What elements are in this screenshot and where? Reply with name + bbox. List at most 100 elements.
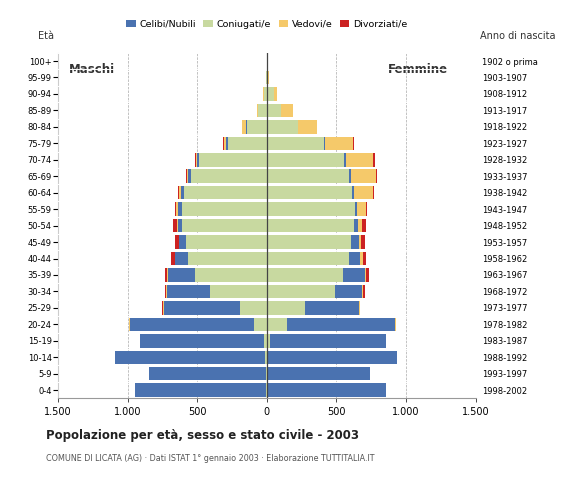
Bar bbox=[267, 252, 360, 265]
Bar bbox=[178, 186, 267, 199]
Bar bbox=[171, 252, 267, 265]
Bar bbox=[267, 104, 281, 117]
Text: Età: Età bbox=[38, 31, 54, 41]
Bar bbox=[173, 219, 267, 232]
Bar bbox=[135, 384, 267, 397]
Bar bbox=[210, 285, 267, 298]
Bar bbox=[176, 252, 267, 265]
Bar bbox=[267, 137, 354, 150]
Bar bbox=[267, 203, 357, 216]
Bar bbox=[267, 285, 365, 298]
Bar bbox=[267, 137, 353, 150]
Bar bbox=[267, 285, 335, 298]
Bar bbox=[129, 318, 267, 331]
Bar bbox=[267, 137, 325, 150]
Bar bbox=[267, 186, 374, 199]
Bar bbox=[267, 219, 358, 232]
Bar bbox=[263, 87, 267, 101]
Bar bbox=[267, 384, 386, 397]
Bar bbox=[130, 318, 267, 331]
Bar bbox=[264, 87, 267, 101]
Bar bbox=[195, 153, 267, 167]
Bar bbox=[195, 268, 267, 282]
Bar bbox=[115, 350, 267, 364]
Bar bbox=[267, 153, 346, 167]
Bar bbox=[115, 350, 267, 364]
Bar bbox=[267, 153, 345, 167]
Bar bbox=[267, 203, 367, 216]
Bar bbox=[115, 350, 267, 364]
Bar bbox=[267, 203, 355, 216]
Bar bbox=[267, 87, 277, 101]
Bar bbox=[267, 268, 366, 282]
Bar bbox=[267, 367, 268, 381]
Bar bbox=[266, 71, 267, 84]
Bar bbox=[258, 104, 267, 117]
Bar bbox=[242, 120, 267, 133]
Bar bbox=[266, 350, 267, 364]
Bar bbox=[167, 268, 267, 282]
Bar bbox=[175, 252, 267, 265]
Bar bbox=[267, 153, 374, 167]
Bar bbox=[224, 137, 267, 150]
Bar bbox=[186, 169, 267, 183]
Bar bbox=[267, 71, 268, 84]
Bar bbox=[179, 235, 267, 249]
Bar bbox=[184, 186, 267, 199]
Bar bbox=[247, 120, 267, 133]
Bar bbox=[267, 71, 268, 84]
Bar bbox=[179, 186, 267, 199]
Bar bbox=[177, 219, 267, 232]
Bar bbox=[177, 203, 267, 216]
Text: Anno di nascita: Anno di nascita bbox=[480, 31, 555, 41]
Bar bbox=[267, 235, 364, 249]
Bar bbox=[267, 318, 396, 331]
Bar bbox=[188, 169, 267, 183]
Bar bbox=[267, 367, 369, 381]
Bar bbox=[187, 169, 267, 183]
Bar bbox=[258, 104, 267, 117]
Bar bbox=[267, 252, 363, 265]
Bar bbox=[257, 104, 267, 117]
Bar bbox=[267, 268, 369, 282]
Bar bbox=[135, 384, 267, 397]
Bar bbox=[267, 268, 365, 282]
Bar bbox=[199, 153, 267, 167]
Bar bbox=[242, 120, 267, 133]
Bar bbox=[240, 301, 267, 314]
Bar bbox=[267, 169, 376, 183]
Bar bbox=[129, 318, 267, 331]
Bar bbox=[267, 104, 281, 117]
Bar bbox=[267, 301, 360, 314]
Bar bbox=[167, 285, 267, 298]
Bar bbox=[267, 318, 287, 331]
Bar bbox=[267, 384, 386, 397]
Bar bbox=[164, 301, 267, 314]
Bar bbox=[267, 334, 270, 348]
Bar bbox=[267, 235, 361, 249]
Bar bbox=[264, 334, 267, 348]
Bar bbox=[267, 169, 349, 183]
Bar bbox=[264, 87, 267, 101]
Bar bbox=[149, 367, 267, 381]
Bar bbox=[267, 186, 372, 199]
Bar bbox=[267, 153, 375, 167]
Bar bbox=[267, 350, 397, 364]
Bar bbox=[267, 120, 298, 133]
Bar bbox=[176, 203, 267, 216]
Bar bbox=[267, 87, 274, 101]
Bar bbox=[267, 71, 269, 84]
Bar bbox=[267, 87, 274, 101]
Bar bbox=[267, 203, 365, 216]
Bar bbox=[188, 252, 267, 265]
Text: COMUNE DI LICATA (AG) · Dati ISTAT 1° gennaio 2003 · Elaborazione TUTTITALIA.IT: COMUNE DI LICATA (AG) · Dati ISTAT 1° ge… bbox=[46, 454, 375, 463]
Bar bbox=[267, 334, 386, 348]
Bar bbox=[267, 350, 397, 364]
Bar bbox=[186, 235, 267, 249]
Bar bbox=[165, 285, 267, 298]
Bar bbox=[246, 120, 267, 133]
Bar bbox=[140, 334, 267, 348]
Bar bbox=[267, 120, 317, 133]
Bar bbox=[135, 384, 267, 397]
Bar bbox=[267, 186, 352, 199]
